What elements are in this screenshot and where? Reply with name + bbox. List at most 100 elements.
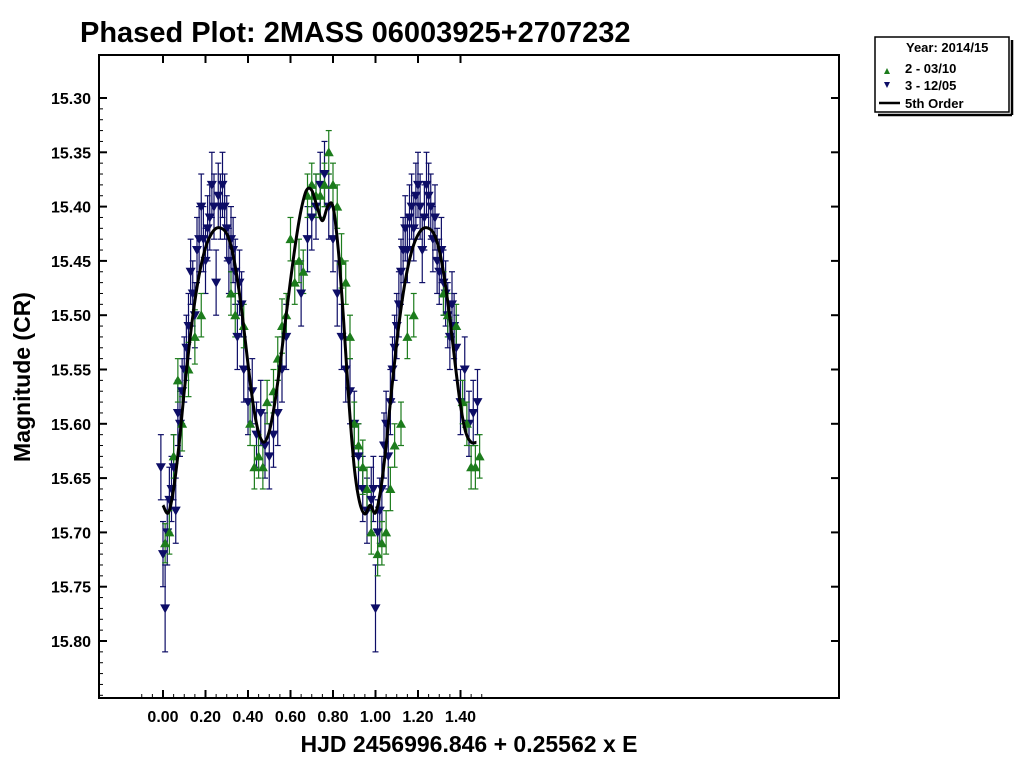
series-3-point [268,430,279,440]
series-2-point [319,179,330,189]
series-2-point [245,418,256,428]
series-3-point [255,408,266,418]
series-3-point [332,289,343,299]
series-3-point [430,213,440,223]
series-2-point [451,321,462,331]
series-3-point [209,202,219,212]
series-2-point [294,255,304,265]
series-2-point [196,310,207,320]
y-axis: 15.30 15.35 15.40 15.45 15.50 15.55 15.60 15.65… [51,91,839,696]
y-tick-label: 15.40 [51,200,91,217]
y-tick-label: 15.65 [51,471,91,488]
series-3-point [404,213,415,223]
series-3-point [413,180,423,190]
series-3-point [213,191,224,201]
y-tick-label: 15.55 [51,363,91,380]
x-tick-label: 0.00 [147,709,178,726]
series-2-point [366,527,377,537]
series-3-point [400,224,411,234]
x-tick-label: 1.20 [402,709,433,726]
y-tick-label: 15.60 [51,417,91,434]
series-2-point [353,440,364,450]
series-3-point [264,452,275,462]
x-tick-label: 0.20 [190,709,221,726]
series-3-point [185,267,196,277]
y-tick-label: 15.70 [51,525,91,542]
series-2-point [249,462,260,472]
series-3-point [425,202,436,212]
series-3-point [417,246,428,256]
series-3-point [410,191,421,201]
legend-triangle-down-icon [884,82,890,88]
legend-box [874,36,1010,113]
series-3-point [396,267,406,277]
series-2-point [408,310,419,320]
series-2-point [189,331,200,341]
series-2-point [474,451,485,461]
legend: Year: 2014/15 2 - 03/10 3 - 12/05 5th Or… [874,36,1014,117]
series-3-point [459,365,470,375]
y-tick-label: 15.75 [51,580,91,597]
legend-entry-series-2: 2 - 03/10 [905,61,956,76]
series-3-point [447,300,457,310]
series-3-point [366,495,377,505]
legend-entry-series-3: 3 - 12/05 [905,78,956,93]
series-3-point [302,235,313,245]
series-3-point [198,235,209,245]
series-2-point [164,527,175,537]
series-3-point [419,213,430,223]
series-3-point [232,332,243,342]
y-axis-label: Magnitude (CR) [9,292,35,462]
series-3-point [368,484,379,494]
x-tick-label: 0.60 [275,709,306,726]
series-3-point [172,408,183,418]
series-3-point [223,256,234,266]
series-2-point [345,331,355,341]
series-3-point [402,246,413,256]
series-2-point [396,418,406,428]
series-2-point [262,397,273,407]
series-2-point [389,440,400,450]
series-3-point [408,224,419,234]
series-2-point [172,375,183,385]
x-tick-label: 0.40 [232,709,263,726]
series-2-point [257,462,268,472]
series-2-point [362,483,372,493]
series-3-point [219,202,230,212]
series-2-point [328,179,338,189]
series-2-point [289,277,300,287]
series-3-point [353,452,364,462]
series-3-point [192,246,202,256]
series-2-point [285,234,296,244]
series-2-point [340,277,351,287]
y-tick-label: 15.45 [51,254,91,271]
series-3-point [319,170,330,180]
series-3-point [328,235,338,245]
series-2-point [226,288,236,298]
series-3-point [202,224,213,234]
legend-title: Year: 2014/15 [906,40,988,55]
legend-entry-fit: 5th Order [905,96,964,111]
series-3-point [243,398,253,408]
x-tick-label: 1.40 [445,709,476,726]
series-2-point [253,451,264,461]
series-2-point [315,190,326,200]
series-3-point [306,213,317,223]
series-3-point [160,604,171,614]
series-3-point [372,528,383,538]
y-tick-label: 15.80 [51,634,91,651]
plot-frame [98,54,840,699]
series-2-point [230,310,241,320]
series-3-point [170,506,181,516]
legend-triangle-up-icon [884,68,890,74]
y-tick-label: 15.50 [51,308,91,325]
series-3-point [260,441,270,451]
series-2-point [385,483,396,493]
series-2-point [298,266,309,276]
series-3-point [472,398,483,408]
x-axis-label: HJD 2456996.846 + 0.25562 x E [301,731,638,757]
series-3-point [155,463,166,473]
y-tick-label: 15.35 [51,145,91,162]
